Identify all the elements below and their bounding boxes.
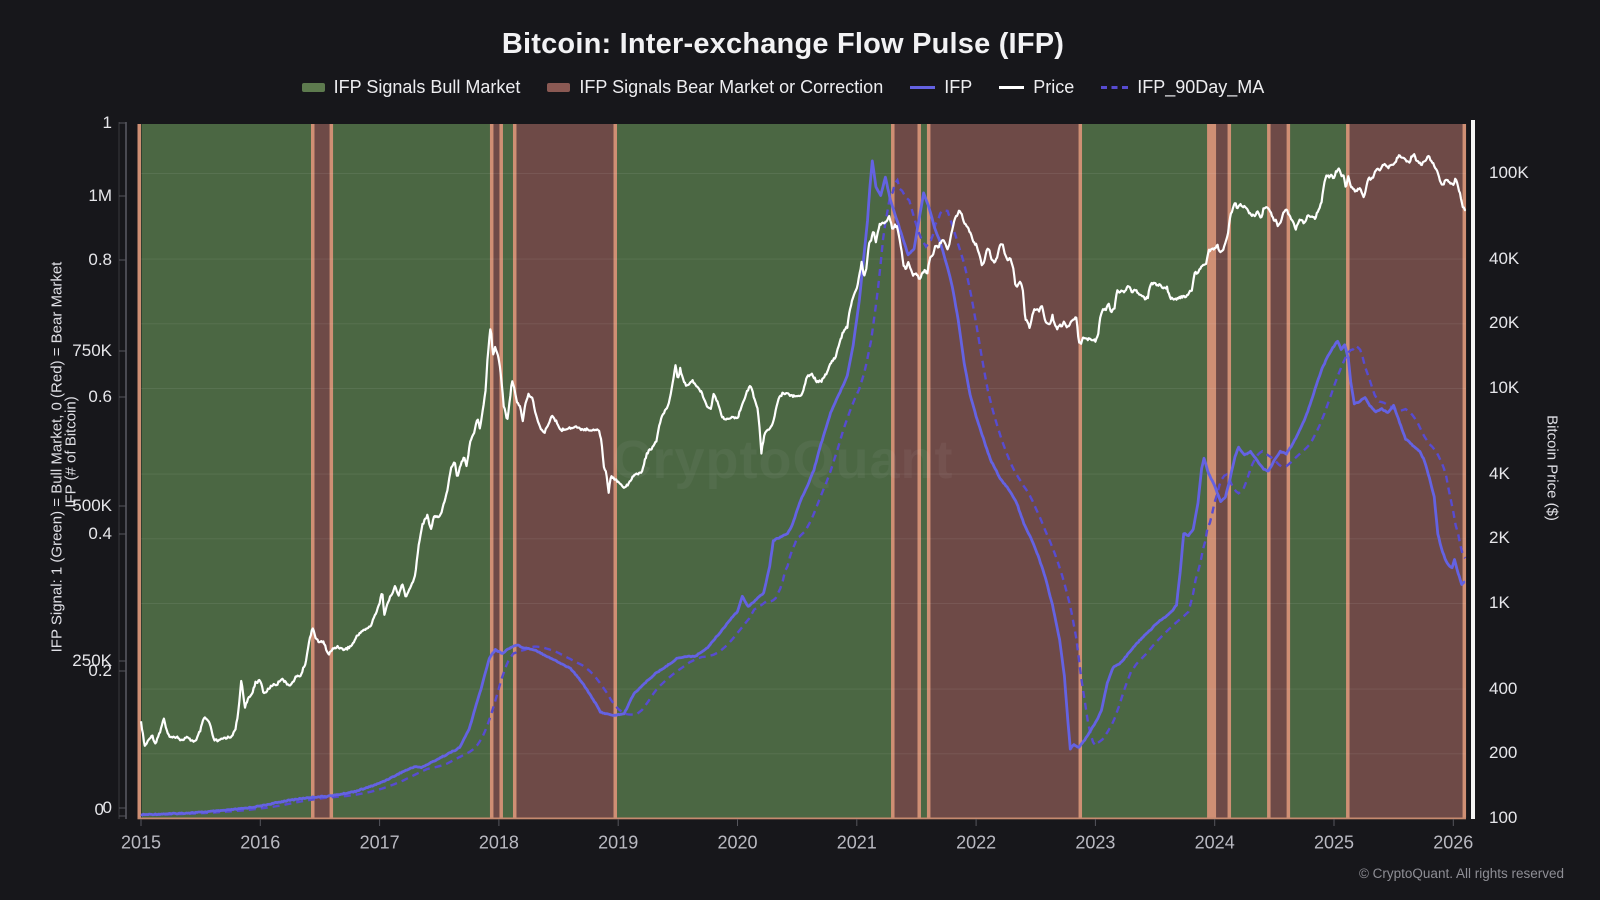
right-axis-title: Bitcoin Price ($) <box>1543 415 1561 521</box>
x-axis-year-label: 2019 <box>598 832 639 853</box>
watermark: CryptoQuant <box>613 430 954 490</box>
y-axis-price-tick-label: 100 <box>1489 808 1518 827</box>
legend-label: IFP_90Day_MA <box>1137 77 1265 97</box>
y-axis-price-tick-label: 20K <box>1489 313 1520 333</box>
price-line <box>139 153 1466 747</box>
y-axis-signal-tick-label: 0.4 <box>88 524 112 543</box>
y-axis-signal-tick-label: 0 <box>102 798 112 817</box>
legend-label: IFP Signals Bull Market <box>333 77 521 97</box>
x-axis-year-label: 2016 <box>240 832 281 853</box>
ifp-90day-ma-line <box>141 177 1466 816</box>
y-axis-price-tick-label: 40K <box>1489 248 1520 268</box>
ifp-line <box>140 159 1466 817</box>
y-axis-btc-tick-label: 1M <box>88 186 112 205</box>
bear-swatch-icon <box>547 83 571 92</box>
y-axis-signal-tick-label: 1 <box>102 113 112 132</box>
y-axis-signal-tick-label: 0.6 <box>88 387 112 406</box>
copyright-note: © CryptoQuant. All rights reserved <box>1358 866 1564 881</box>
x-axis-year-label: 2024 <box>1194 832 1235 853</box>
legend-item-ifp[interactable]: IFP <box>910 77 972 98</box>
legend-label: Price <box>1033 77 1075 97</box>
y-axis-btc-tick-label: 500K <box>72 496 112 515</box>
legend-label: IFP Signals Bear Market or Correction <box>579 77 884 97</box>
x-axis-year-label: 2015 <box>120 832 162 853</box>
x-axis-year-label: 2018 <box>478 832 519 853</box>
page-title: Bitcoin: Inter-exchange Flow Pulse (IFP) <box>501 28 1065 60</box>
legend-item-bear-market[interactable]: IFP Signals Bear Market or Correction <box>547 77 883 98</box>
x-axis-year-label: 2022 <box>956 832 997 853</box>
y-axis-price-tick-label: 200 <box>1489 743 1518 763</box>
legend-item-ifp-90day-ma[interactable]: IFP_90Day_MA <box>1101 77 1264 98</box>
y-axis-signal-tick-label: 0.2 <box>88 661 112 680</box>
legend: IFP Signals Bull Market IFP Signals Bear… <box>0 77 1566 98</box>
x-axis-year-label: 2020 <box>717 832 758 853</box>
legend-label: IFP <box>944 77 973 97</box>
y-axis-price-tick-label: 100K <box>1489 163 1529 182</box>
legend-item-price[interactable]: Price <box>999 77 1074 98</box>
ifp-line-swatch-icon <box>910 86 936 89</box>
x-axis-year-label: 2023 <box>1075 832 1116 853</box>
y-axis-price-tick-label: 2K <box>1489 528 1510 548</box>
x-axis-year-label: 2025 <box>1313 832 1355 853</box>
price-line-swatch-icon <box>999 86 1025 89</box>
bull-swatch-icon <box>301 83 325 92</box>
y-axis-btc-tick-label: 250K <box>72 651 112 670</box>
y-axis-price-tick-label: 4K <box>1489 463 1510 483</box>
left-axis-title-btc: IFP (# of Bitcoin) <box>62 396 80 508</box>
x-axis-year-label: 2026 <box>1433 832 1474 853</box>
y-axis-btc-tick-label: 750K <box>72 341 112 360</box>
y-axis-price-tick-label: 1K <box>1489 593 1510 612</box>
ma-dashed-swatch-icon <box>1101 86 1129 89</box>
x-axis-year-label: 2021 <box>836 832 877 853</box>
x-axis-year-label: 2017 <box>359 832 400 853</box>
y-axis-price-tick-label: 400 <box>1489 678 1518 698</box>
y-axis-btc-tick-label: 0 <box>94 800 104 819</box>
y-axis-signal-tick-label: 0.8 <box>88 250 112 269</box>
y-axis-price-tick-label: 10K <box>1489 378 1520 397</box>
legend-item-bull-market[interactable]: IFP Signals Bull Market <box>301 77 521 98</box>
